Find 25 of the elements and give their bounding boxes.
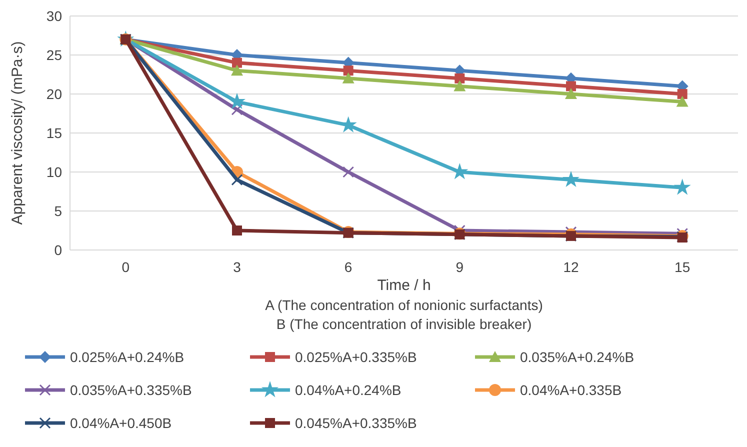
legend-label: 0.04%A+0.335B (520, 382, 622, 398)
text: A (The concentration of nonionic surfactants) (265, 297, 543, 313)
x-axis-title: Time / h (377, 277, 431, 294)
x-tick-label: 12 (563, 259, 579, 275)
y-tick-label: 0 (54, 242, 62, 258)
legend-label: 0.04%A+0.24%B (295, 382, 402, 398)
y-axis-title: Apparent viscosity/ (mPa·s) (9, 41, 26, 225)
x-tick-label: 15 (674, 259, 690, 275)
y-tick-label: 15 (46, 124, 62, 141)
y-tick-label: 30 (46, 8, 62, 24)
legend-label: 0.045%A+0.335%B (295, 414, 417, 431)
x-tick-label: 9 (456, 259, 464, 275)
text: B (The concentration of invisible breaker) (276, 316, 532, 332)
x-tick-label: 6 (344, 259, 352, 275)
y-tick-label: 20 (46, 86, 62, 102)
y-tick-label: 25 (46, 46, 62, 63)
x-tick-label: 0 (122, 259, 130, 275)
legend-label: 0.025%A+0.335%B (295, 348, 417, 365)
y-tick-label: 5 (54, 202, 62, 219)
legend-label: 0.035%A+0.24%B (520, 348, 634, 365)
legend-label: 0.025%A+0.24%B (70, 348, 184, 365)
legend-label: 0.04%A+0.450B (70, 414, 172, 431)
legend-label: 0.035%A+0.335%B (70, 382, 192, 398)
y-tick-label: 10 (46, 164, 62, 180)
x-tick-label: 3 (233, 259, 242, 275)
